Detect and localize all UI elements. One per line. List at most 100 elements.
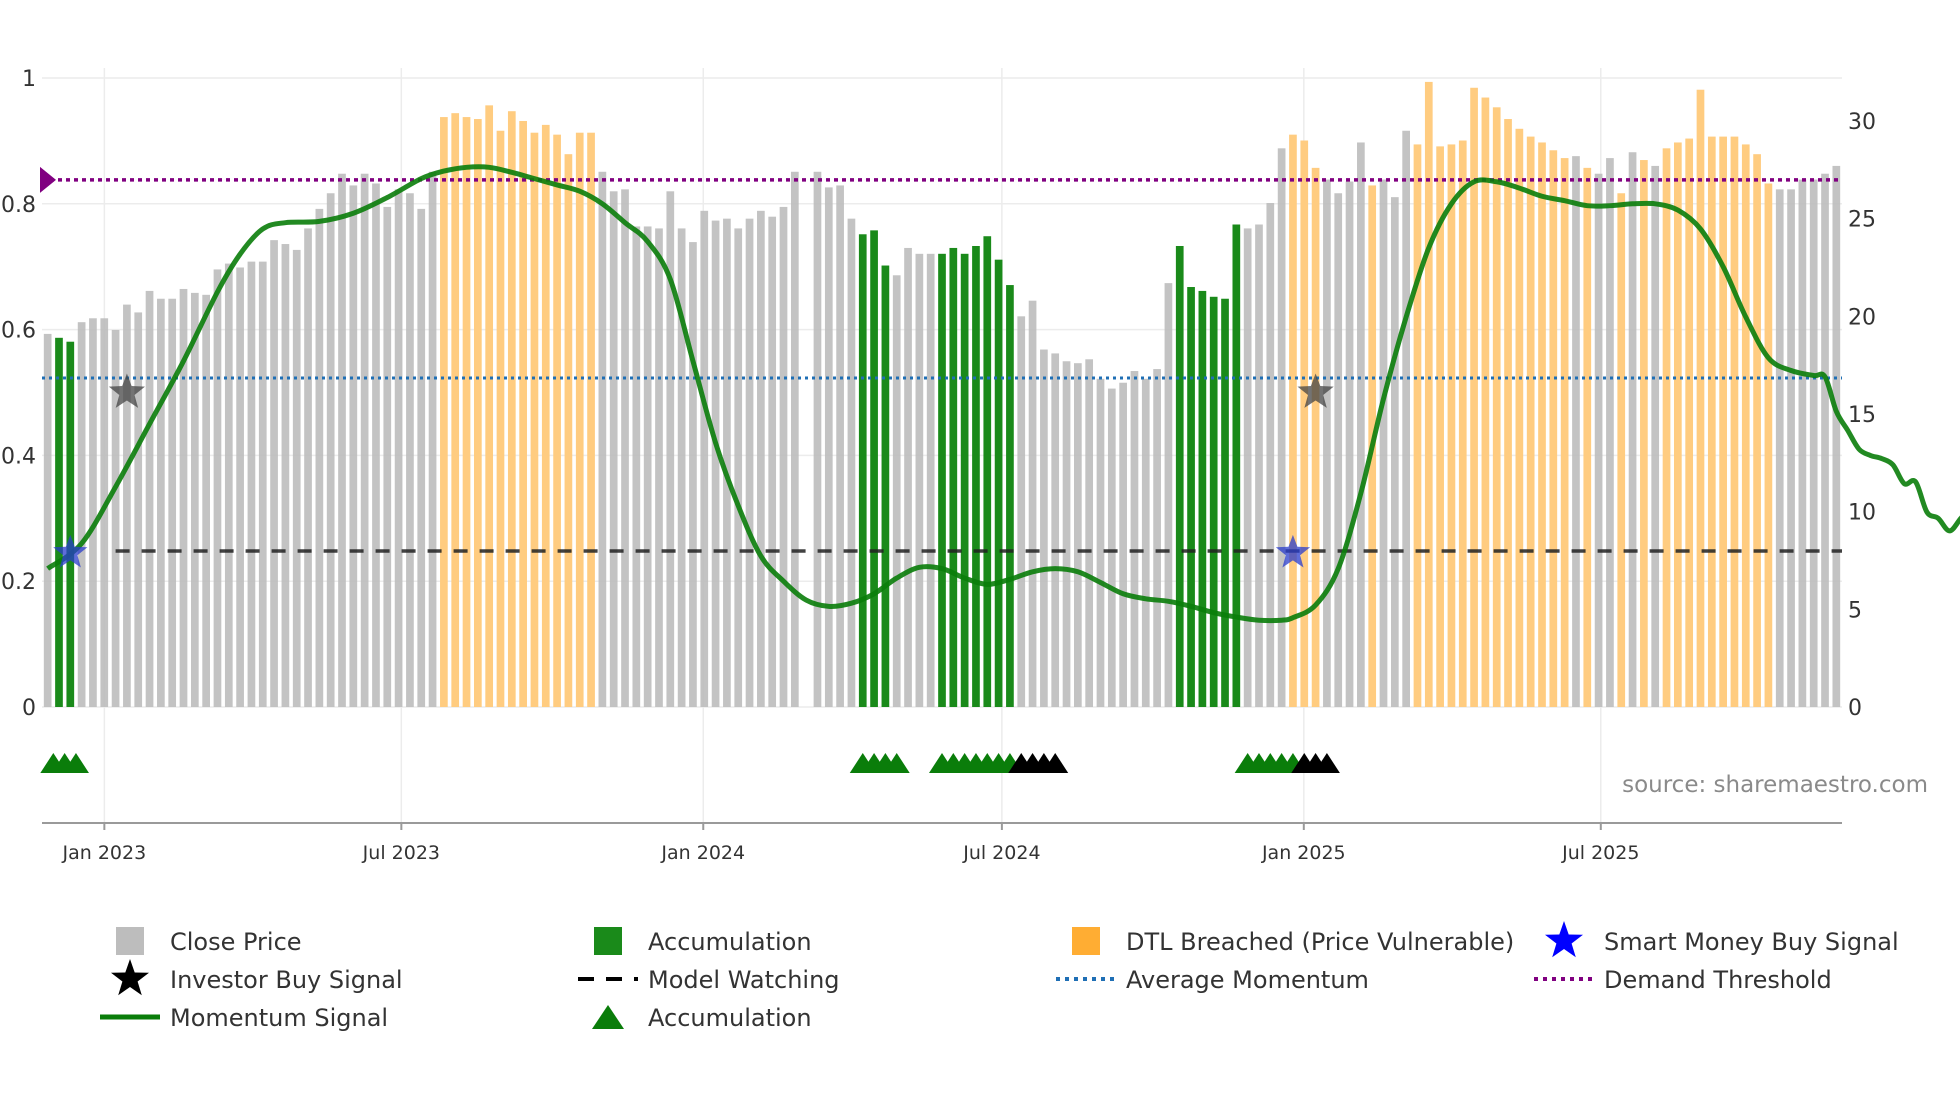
close-price-bar	[632, 226, 641, 707]
right-tick-label: 25	[1848, 208, 1876, 233]
left-tick-label: 0	[22, 696, 36, 721]
right-tick-label: 5	[1848, 598, 1862, 623]
legend-item: Accumulation	[592, 1004, 812, 1032]
watching-triangle	[1042, 753, 1069, 773]
close-price-bar	[281, 244, 290, 707]
close-price-bar	[1119, 382, 1127, 707]
dtl-breached-bar	[1662, 148, 1671, 707]
close-price-bar	[190, 292, 199, 707]
close-price-bar	[689, 242, 697, 707]
close-price-bar	[1402, 130, 1410, 707]
legend-item: Average Momentum	[1056, 966, 1369, 994]
close-price-bar	[666, 191, 675, 707]
legend: Close Price Investor Buy Signal Momentum S…	[100, 921, 1899, 1032]
accumulation-bar	[972, 245, 980, 708]
close-price-bar	[1085, 359, 1094, 707]
dtl-breached-bar	[1583, 167, 1592, 707]
dtl-breached-bar	[1458, 140, 1467, 707]
legend-label: Demand Threshold	[1604, 966, 1832, 994]
x-tick-label: Jul 2023	[362, 842, 440, 864]
close-price-bar	[145, 290, 154, 707]
legend-label: Average Momentum	[1126, 966, 1369, 994]
dtl-breached-bar	[1470, 87, 1478, 707]
dtl-breached-bar	[564, 154, 573, 707]
close-price-bar	[1323, 179, 1331, 707]
close-price-bar	[813, 171, 822, 707]
dtl-breached-bar	[1526, 136, 1535, 707]
close-price-bar	[1809, 179, 1818, 707]
investor-buy-star	[1297, 373, 1334, 408]
source-label: source: sharemaestro.com	[1622, 772, 1928, 798]
x-tick-label: Jul 2024	[962, 842, 1040, 864]
legend-label: Momentum Signal	[170, 1004, 388, 1032]
close-price-bar	[168, 298, 177, 707]
close-price-bar	[655, 228, 663, 708]
dtl-breached-bar	[440, 117, 448, 708]
close-price-bar	[1051, 353, 1060, 707]
close-price-bar	[1062, 361, 1071, 707]
investor-buy-star	[108, 373, 145, 408]
close-price-bar	[417, 208, 426, 707]
close-price-bar	[338, 173, 346, 707]
close-price-bar	[1028, 300, 1037, 707]
legend-swatch	[594, 927, 622, 955]
close-price-bar	[745, 218, 754, 707]
close-price-bar	[1345, 181, 1354, 707]
dtl-breached-bar	[1504, 119, 1512, 708]
accumulation-bar	[1006, 285, 1014, 707]
close-price-bar	[270, 240, 278, 707]
close-price-bar	[1357, 142, 1365, 707]
legend-label: DTL Breached (Price Vulnerable)	[1126, 928, 1514, 956]
close-price-bar	[723, 218, 731, 707]
x-tick-label: Jan 2024	[660, 842, 745, 864]
legend-label: Accumulation	[648, 928, 812, 956]
dtl-breached-bar	[1696, 89, 1705, 707]
close-price-bar	[779, 206, 788, 707]
close-price-bar	[315, 208, 324, 707]
dtl-breached-bar	[1538, 142, 1546, 707]
accumulation-bar	[1187, 287, 1195, 707]
close-price-bar	[643, 226, 652, 707]
momentum-signal-line	[46, 164, 1960, 624]
close-price-bar	[1606, 158, 1614, 707]
signal-markers	[40, 373, 1340, 773]
accumulation-bar	[55, 337, 63, 707]
right-tick-label: 0	[1848, 696, 1862, 721]
close-price-bar	[847, 218, 856, 707]
close-price-bar	[326, 193, 335, 707]
close-price-bar	[224, 263, 233, 707]
close-price-bar	[247, 261, 256, 707]
accumulation-bar	[870, 230, 878, 707]
close-price-bar	[1130, 371, 1139, 707]
dtl-breached-bar	[1515, 128, 1524, 707]
legend-item: Accumulation	[594, 927, 812, 956]
close-price-bar	[202, 294, 210, 707]
close-price-bar	[1334, 193, 1343, 707]
legend-triangle-icon	[592, 1005, 624, 1029]
close-price-bar	[1096, 378, 1105, 707]
close-price-bar	[89, 318, 97, 707]
dtl-breached-bar	[1481, 97, 1490, 707]
close-price-bar	[1390, 197, 1399, 707]
momentum-signal	[46, 164, 1960, 624]
close-price-bar	[304, 228, 312, 708]
legend-item: Demand Threshold	[1534, 966, 1832, 994]
legend-label: Accumulation	[648, 1004, 812, 1032]
close-price-bar	[236, 267, 244, 707]
dtl-breached-bar	[575, 132, 584, 707]
left-tick-label: 0.6	[1, 319, 36, 344]
accumulation-triangle	[883, 753, 910, 773]
left-tick-label: 0.2	[1, 570, 36, 595]
close-price-bar	[292, 249, 301, 707]
close-price-bar	[621, 189, 629, 707]
dtl-breached-bar	[1289, 134, 1297, 708]
legend-item: Investor Buy Signal	[111, 959, 403, 996]
accumulation-bar	[983, 236, 992, 707]
dtl-breached-bar	[507, 111, 516, 708]
accumulation-bar	[938, 253, 946, 708]
close-price-bar	[757, 210, 765, 708]
close-price-bar	[1572, 156, 1580, 707]
close-price-bar	[1379, 179, 1388, 707]
close-price-bar	[1017, 316, 1026, 707]
close-price-bar	[134, 312, 143, 707]
